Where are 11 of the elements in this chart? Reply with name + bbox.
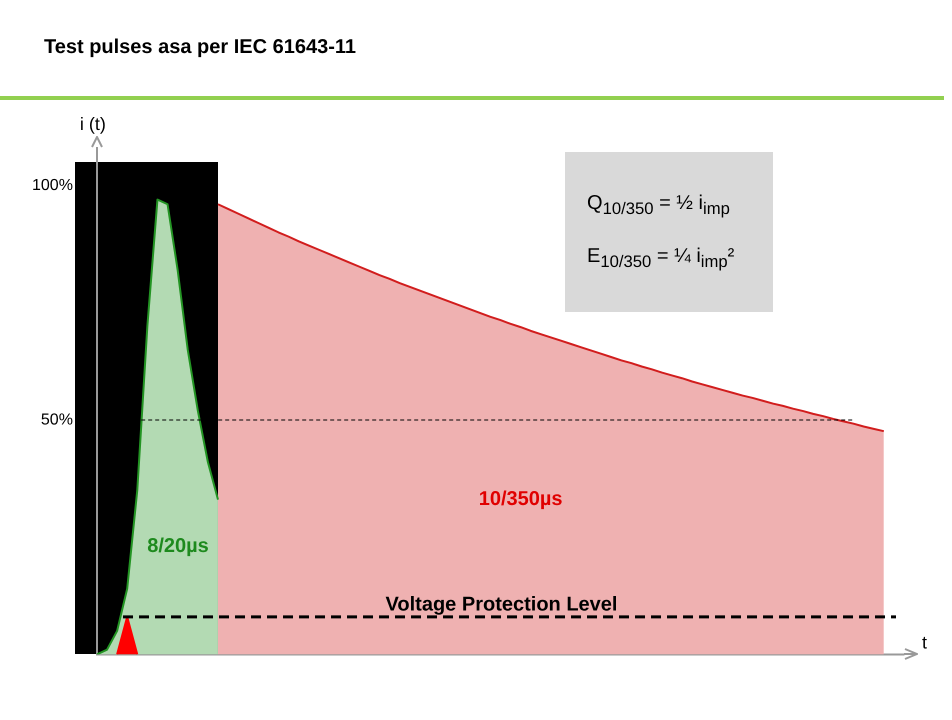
annotation: Q$_{10/350}$ = ½ i$_{imp}$ (587, 192, 731, 219)
y-tick-label: 50% (40, 411, 73, 428)
y-axis-title: i (t) (80, 114, 106, 134)
annotation: E$_{10/350}$ = ¼ i$_{imp}$² (587, 245, 736, 272)
x-axis-title: t (922, 632, 928, 652)
chart-title: Test pulses asa per IEC 61643-11 (44, 36, 356, 59)
series-label: 8/20µs (147, 535, 209, 558)
y-tick-label: 100% (32, 176, 73, 194)
series-label: 10/350µs (478, 488, 563, 510)
ref-line-label: Voltage Protection Level (386, 593, 618, 616)
formula-panel: Q$_{10/350}$ = ½ i$_{imp}$ E$_{10/350}$ = ¼ i$_{imp}$² (565, 152, 773, 312)
